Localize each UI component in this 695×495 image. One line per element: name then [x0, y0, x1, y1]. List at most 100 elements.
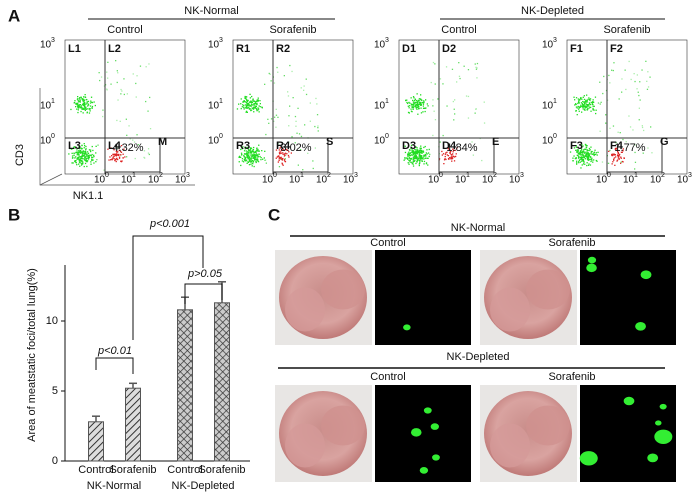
event-dot	[595, 153, 597, 156]
event-dot	[456, 147, 458, 149]
event-dot	[449, 157, 451, 159]
event-dot	[454, 149, 456, 151]
event-dot	[619, 132, 621, 134]
event-dot	[84, 155, 86, 157]
event-dot	[285, 154, 287, 156]
event-dot	[420, 98, 422, 100]
event-dot	[575, 149, 577, 151]
event-dot	[251, 101, 253, 103]
percent: 1.84%	[446, 142, 477, 154]
event-dot	[411, 103, 413, 106]
event-dot	[426, 149, 428, 151]
event-dot	[595, 152, 597, 154]
event-dot	[120, 93, 122, 95]
x-tick-base: 10	[94, 175, 106, 186]
event-dot	[483, 122, 486, 124]
event-dot	[577, 150, 579, 152]
condition-label: Control	[370, 237, 405, 249]
event-dot	[244, 158, 246, 160]
event-dot	[75, 103, 77, 105]
event-dot	[133, 141, 136, 143]
event-dot	[577, 157, 580, 159]
event-dot	[303, 89, 305, 91]
event-dot	[246, 154, 248, 156]
event-dot	[419, 147, 421, 149]
event-dot	[583, 151, 585, 153]
event-dot	[451, 160, 453, 162]
condition-label: Sorafenib	[269, 24, 316, 36]
event-dot	[580, 104, 582, 106]
event-dot	[252, 149, 254, 151]
event-dot	[76, 108, 78, 110]
event-dot	[143, 156, 145, 159]
event-dot	[603, 75, 605, 78]
event-dot	[612, 153, 614, 155]
event-dot	[591, 159, 593, 161]
event-dot	[594, 149, 596, 151]
x-tick-base: 10	[343, 175, 355, 186]
event-dot	[83, 104, 85, 106]
event-dot	[111, 155, 113, 157]
event-dot	[585, 145, 587, 147]
event-dot	[279, 147, 281, 149]
event-dot	[255, 103, 257, 105]
event-dot	[585, 146, 588, 148]
event-dot	[256, 102, 258, 104]
event-dot	[246, 107, 248, 109]
event-dot	[247, 161, 249, 163]
event-dot	[609, 127, 611, 129]
fluor-spot	[586, 263, 597, 273]
row-title: NK-Normal	[451, 222, 505, 234]
event-dot	[412, 163, 414, 165]
event-dot	[587, 98, 589, 101]
event-dot	[75, 156, 77, 158]
condition-label: Sorafenib	[603, 24, 650, 36]
event-dot	[244, 104, 246, 106]
event-dot	[247, 157, 249, 160]
event-dot	[622, 150, 624, 152]
event-dot	[586, 153, 588, 156]
event-dot	[425, 162, 428, 164]
event-dot	[80, 148, 83, 150]
quadrant-label: R2	[276, 43, 290, 55]
fluor-spot	[587, 256, 597, 264]
event-dot	[84, 162, 87, 165]
event-dot	[254, 154, 256, 157]
event-dot	[284, 158, 286, 161]
event-dot	[596, 160, 598, 162]
event-dot	[587, 107, 589, 109]
event-dot	[420, 103, 422, 106]
event-dot	[581, 98, 583, 100]
event-dot	[251, 103, 253, 105]
event-dot	[617, 157, 619, 159]
event-dot	[588, 163, 590, 165]
event-dot	[428, 155, 430, 158]
event-dot	[83, 147, 85, 149]
event-dot	[123, 148, 125, 150]
event-dot	[257, 100, 259, 102]
event-dot	[588, 102, 590, 104]
event-dot	[421, 157, 423, 159]
event-dot	[251, 156, 253, 158]
event-dot	[582, 154, 584, 156]
event-dot	[580, 97, 582, 99]
event-dot	[574, 104, 576, 106]
event-dot	[280, 149, 282, 152]
event-dot	[434, 63, 436, 65]
x-tick-exp: 0	[105, 172, 109, 179]
event-dot	[420, 157, 422, 159]
x-tick-base: 10	[650, 175, 662, 186]
event-dot	[404, 157, 406, 159]
event-dot	[249, 160, 251, 163]
event-dot	[248, 149, 250, 152]
event-dot	[589, 103, 592, 106]
event-dot	[590, 160, 592, 163]
event-dot	[412, 152, 414, 154]
event-dot	[82, 158, 84, 160]
event-dot	[117, 72, 119, 74]
event-dot	[454, 113, 456, 115]
x-tick-exp: 2	[493, 172, 497, 179]
event-dot	[80, 157, 82, 159]
event-dot	[413, 103, 415, 105]
event-dot	[613, 159, 615, 161]
